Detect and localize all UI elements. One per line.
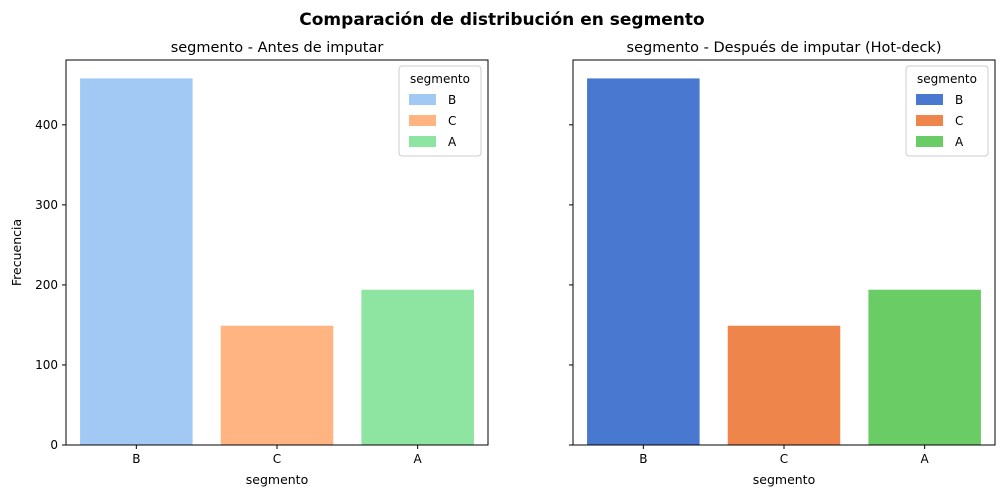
legend-title: segmento <box>917 72 977 86</box>
legend-swatch-A <box>916 136 943 147</box>
legend-box <box>905 65 989 157</box>
legend-swatch-B <box>916 94 943 105</box>
bar-A <box>868 289 981 445</box>
legend-title: segmento <box>410 72 470 86</box>
legend-label-B: B <box>448 93 456 107</box>
legend: segmento BCA <box>905 65 989 157</box>
panel-title: segmento - Antes de imputar <box>171 40 384 56</box>
x-tick-label: C <box>780 452 788 466</box>
legend-label-C: C <box>955 114 963 128</box>
legend-box <box>398 65 482 157</box>
y-tick-label: 300 <box>35 198 58 212</box>
legend-label-C: C <box>448 114 456 128</box>
bar-B <box>80 78 193 446</box>
bar-C <box>727 325 841 445</box>
x-tick-label: A <box>921 452 930 466</box>
x-tick-label: B <box>639 452 647 466</box>
legend-swatch-A <box>409 136 436 147</box>
legend-label-A: A <box>448 135 457 149</box>
y-tick-label: 0 <box>50 438 58 452</box>
y-axis-label: Frecuencia <box>9 219 24 286</box>
y-tick-label: 400 <box>35 118 58 132</box>
figure-suptitle: Comparación de distribución en segmento <box>299 10 704 30</box>
legend-swatch-B <box>409 94 436 105</box>
x-tick-label: C <box>273 452 281 466</box>
legend: segmento BCA <box>398 65 482 157</box>
bar-A <box>361 289 474 445</box>
x-axis-label: segmento <box>753 472 815 487</box>
x-tick-label: B <box>132 452 140 466</box>
bar-C <box>220 325 334 445</box>
y-tick-label: 100 <box>35 358 58 372</box>
y-tick-label: 200 <box>35 278 58 292</box>
legend-swatch-C <box>409 115 436 126</box>
panel-title: segmento - Después de imputar (Hot-deck) <box>627 40 942 56</box>
legend-label-A: A <box>955 135 964 149</box>
legend-swatch-C <box>916 115 943 126</box>
bar-B <box>587 78 700 446</box>
x-axis-label: segmento <box>246 472 308 487</box>
legend-label-B: B <box>955 93 963 107</box>
chart-after-imputation: segmento - Después de imputar (Hot-deck)… <box>569 40 996 487</box>
x-tick-label: A <box>414 452 423 466</box>
